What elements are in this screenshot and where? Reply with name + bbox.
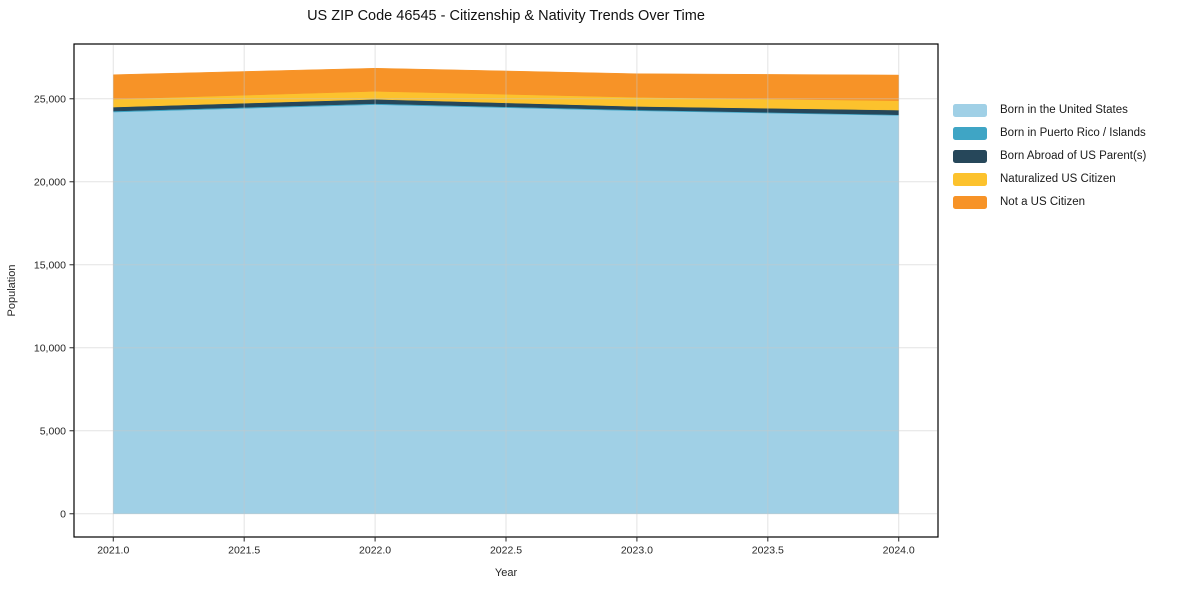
legend-item-born-in-puerto-rico-islands: Born in Puerto Rico / Islands	[953, 127, 1146, 140]
x-axis-label: Year	[495, 567, 518, 579]
y-tick-label: 25,000	[34, 93, 66, 105]
chart-title: US ZIP Code 46545 - Citizenship & Nativi…	[307, 8, 705, 24]
x-tick-label: 2022.0	[359, 545, 391, 557]
legend-item-born-abroad-of-us-parent-s: Born Abroad of US Parent(s)	[953, 150, 1146, 163]
legend-item-naturalized-us-citizen: Naturalized US Citizen	[953, 173, 1146, 186]
legend-swatch-icon	[953, 127, 987, 140]
x-tick-label: 2024.0	[883, 545, 915, 557]
y-tick-label: 5,000	[40, 425, 66, 437]
legend-item-not-a-us-citizen: Not a US Citizen	[953, 196, 1146, 209]
legend: Born in the United States Born in Puerto …	[953, 104, 1146, 219]
legend-label: Born Abroad of US Parent(s)	[1000, 150, 1147, 162]
x-tick-label: 2023.5	[752, 545, 784, 557]
legend-label: Not a US Citizen	[1000, 196, 1086, 208]
legend-label: Born in Puerto Rico / Islands	[1000, 127, 1146, 139]
y-tick-label: 0	[60, 508, 66, 520]
legend-swatch-icon	[953, 173, 987, 186]
y-tick-label: 20,000	[34, 176, 66, 188]
x-tick-label: 2022.5	[490, 545, 522, 557]
y-tick-label: 15,000	[34, 259, 66, 271]
y-axis-label: Population	[6, 265, 18, 317]
x-tick-label: 2021.0	[97, 545, 129, 557]
x-tick-label: 2023.0	[621, 545, 653, 557]
legend-swatch-icon	[953, 104, 987, 117]
legend-swatch-icon	[953, 150, 987, 163]
x-tick-label: 2021.5	[228, 545, 260, 557]
legend-label: Naturalized US Citizen	[1000, 173, 1116, 185]
legend-item-born-in-the-united-states: Born in the United States	[953, 104, 1146, 117]
legend-label: Born in the United States	[1000, 104, 1128, 116]
legend-swatch-icon	[953, 196, 987, 209]
y-tick-label: 10,000	[34, 342, 66, 354]
